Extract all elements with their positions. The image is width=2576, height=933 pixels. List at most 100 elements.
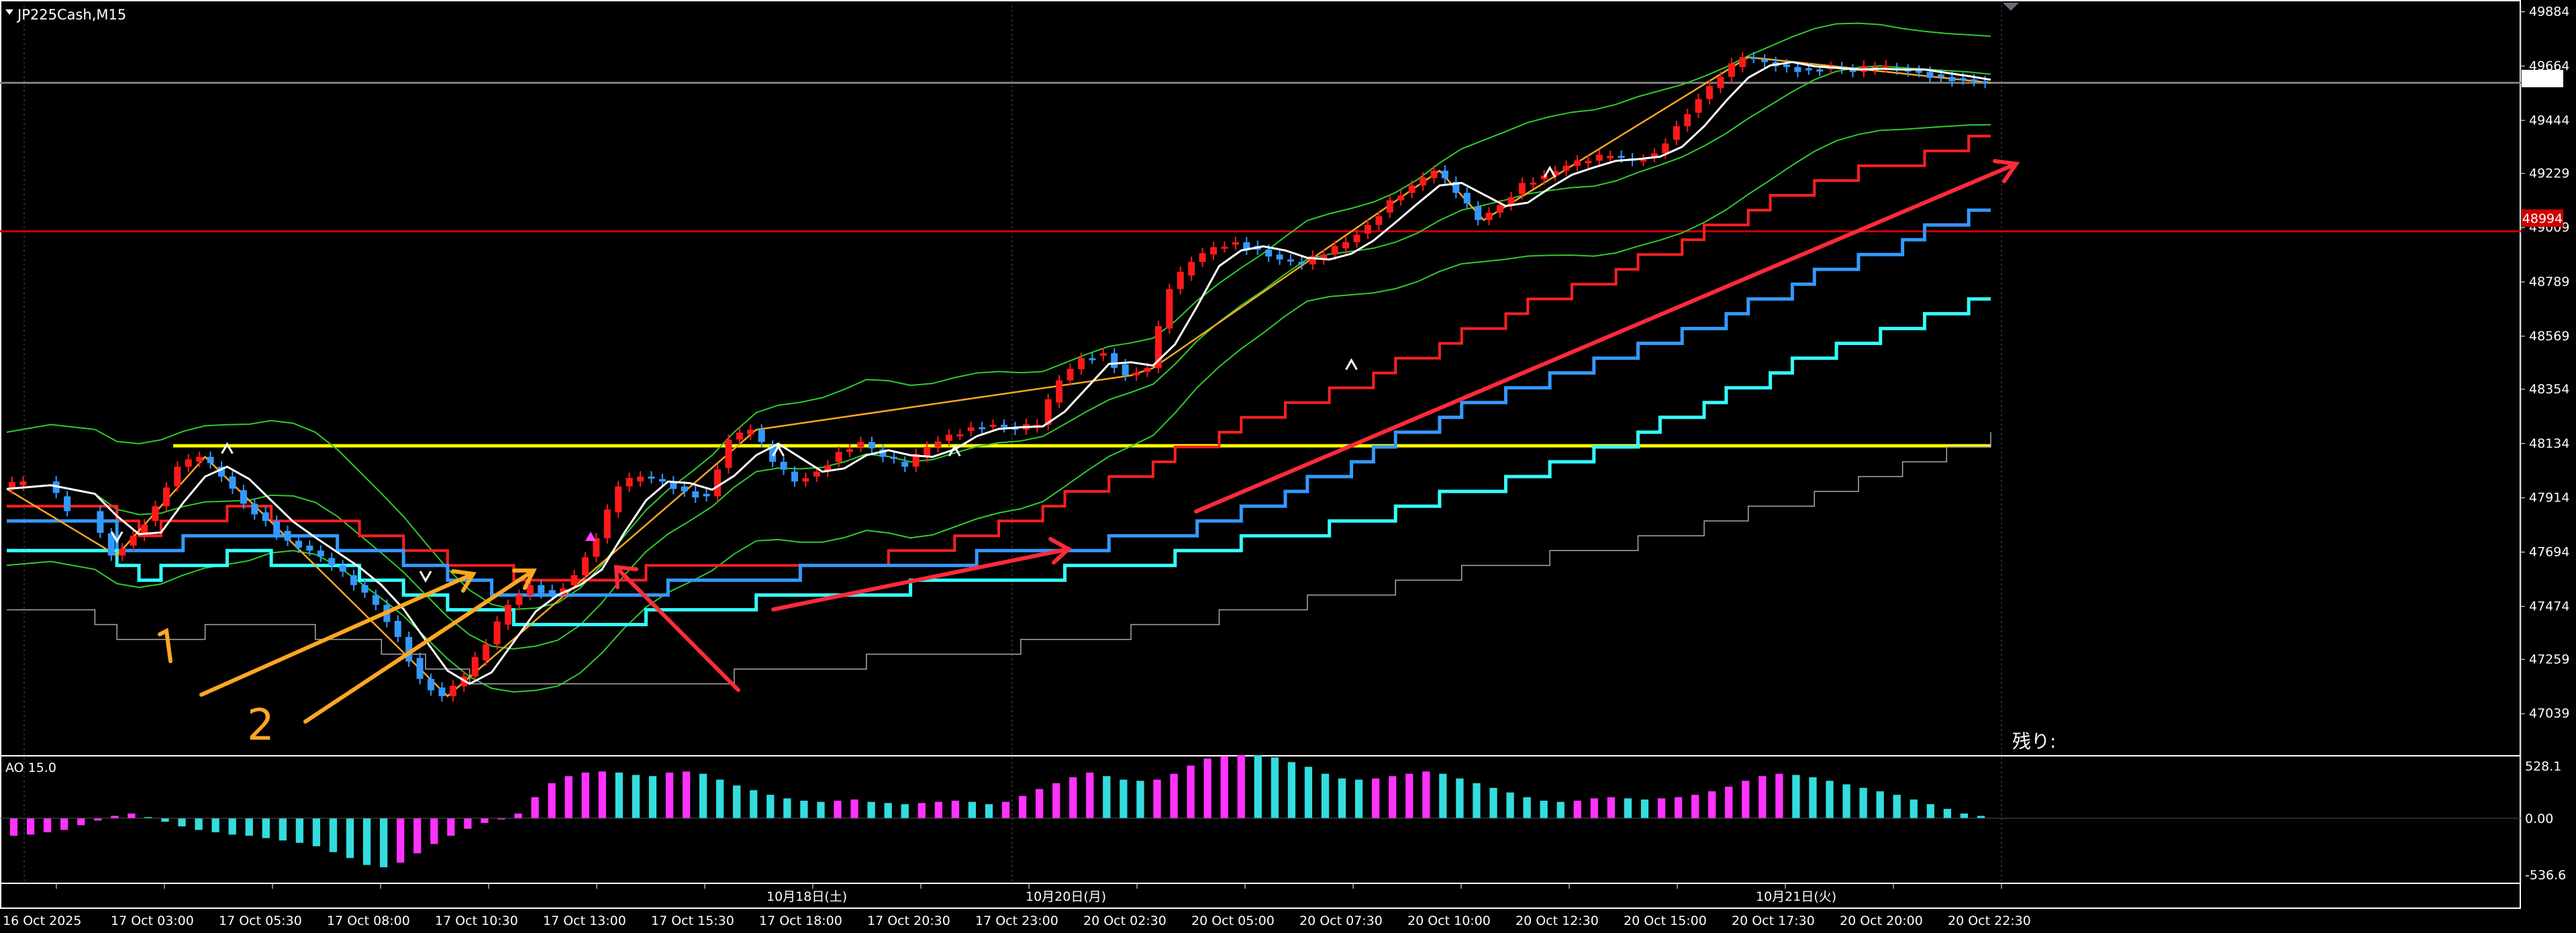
- candle-body: [1166, 289, 1173, 329]
- candle-body: [449, 685, 456, 697]
- red-arrow-long: [1194, 162, 2018, 513]
- candle-body: [1673, 126, 1680, 140]
- candle-body: [1959, 78, 1967, 81]
- time-tick-label: 17 Oct 15:30: [651, 914, 734, 928]
- zigzag-line: [6, 56, 1991, 697]
- candle-body: [1507, 197, 1515, 205]
- candle-body: [1331, 246, 1338, 255]
- day-separator-label: 10月18日(土): [766, 889, 847, 904]
- time-tick-label: 17 Oct 05:30: [219, 914, 302, 928]
- price-tick-label: 49884: [2529, 5, 2569, 19]
- candle-body: [1099, 353, 1107, 356]
- candle-body: [526, 585, 534, 595]
- arrow-down-icon: [419, 571, 432, 583]
- candle-body: [615, 486, 622, 513]
- candle-body: [1122, 364, 1129, 376]
- price-tick-label: 47914: [2529, 491, 2569, 505]
- candle-body: [879, 449, 887, 457]
- candle-body: [670, 481, 677, 489]
- remaining-label: 残り:: [2012, 730, 2056, 752]
- candle-body: [64, 496, 71, 511]
- candle-body: [1463, 193, 1471, 203]
- arrow-up-icon: [1345, 358, 1358, 371]
- annotation-label-1-glyph: [158, 628, 172, 663]
- candle-body: [196, 456, 203, 462]
- candle-body: [857, 442, 864, 447]
- time-tick-label: 20 Oct 22:30: [1948, 914, 2031, 928]
- arrow-up-icon: [948, 444, 961, 457]
- candle-body: [1849, 69, 1856, 72]
- price-tick-label: 48354: [2529, 382, 2569, 397]
- candle-body: [174, 466, 181, 487]
- red-arrow-long-head: [1993, 159, 2020, 183]
- candle-body: [1618, 156, 1625, 158]
- candle-body: [1728, 63, 1735, 77]
- red-arrow-up-left-head: [613, 564, 638, 589]
- candle-body: [394, 621, 401, 637]
- price-tick-label: 49444: [2529, 113, 2569, 128]
- candle-body: [658, 479, 666, 482]
- candle-body: [681, 486, 688, 492]
- ao-tick-zero: 0.00: [2525, 812, 2553, 826]
- candle-body: [1133, 373, 1140, 376]
- candle-body: [284, 530, 291, 541]
- price-tick-label: 48789: [2529, 275, 2569, 289]
- candle-body: [1067, 369, 1074, 381]
- candle-body: [350, 575, 358, 585]
- candle-body: [1420, 177, 1427, 186]
- candle-body: [581, 557, 589, 576]
- candle-body: [1540, 175, 1548, 180]
- candle-body: [703, 493, 710, 497]
- price-tick-label: 48569: [2529, 329, 2569, 344]
- candle-body: [1452, 181, 1460, 193]
- day-separator-label: 10月20日(月): [1026, 889, 1106, 904]
- price-tick-label: 47259: [2529, 652, 2569, 667]
- candle-body: [924, 446, 931, 457]
- price-tick-label: 48134: [2529, 436, 2569, 451]
- candle-body: [483, 644, 490, 660]
- time-tick-label: 17 Oct 20:30: [867, 914, 950, 928]
- candle-body: [1089, 358, 1096, 360]
- arrow-down-icon: [110, 531, 123, 544]
- arrow-up-icon: [772, 444, 785, 457]
- candle-body: [747, 430, 754, 435]
- ao-tick-top: 528.1: [2525, 759, 2561, 774]
- candle-body: [538, 585, 545, 593]
- candle-body: [1154, 326, 1162, 369]
- candle-body: [890, 456, 897, 459]
- candle-body: [251, 503, 258, 515]
- candle-body: [1210, 247, 1218, 255]
- day-separator-label: 10月21日(火): [1756, 889, 1836, 904]
- candle-body: [1552, 170, 1559, 176]
- time-tick-label: 17 Oct 10:30: [435, 914, 518, 928]
- candle-body: [626, 478, 633, 487]
- current-price-value: 49596: [2522, 72, 2563, 87]
- candle-body: [162, 487, 170, 507]
- chart-menu-icon[interactable]: [5, 9, 13, 15]
- candle-body: [185, 459, 192, 467]
- candle-body: [1265, 249, 1273, 257]
- time-tick-label: 20 Oct 05:00: [1191, 914, 1275, 928]
- fractal-arrows: [110, 165, 1556, 583]
- time-tick-label: 17 Oct 23:00: [975, 914, 1058, 928]
- time-tick-label: 20 Oct 17:30: [1732, 914, 1815, 928]
- candle-body: [901, 461, 909, 467]
- ao-label: AO 15.0: [5, 760, 56, 775]
- step-line-red: [7, 134, 1991, 582]
- candle-body: [1232, 242, 1239, 245]
- candle-body: [1518, 183, 1526, 195]
- indicator-lines: [6, 22, 1991, 697]
- price-axis: 4988449664494444922949009487894856948354…: [2521, 5, 2569, 721]
- candle-body: [1475, 206, 1482, 220]
- candle-body: [1408, 185, 1416, 193]
- price-tick-label: 47474: [2529, 599, 2569, 613]
- time-tick-label: 16 Oct 2025: [3, 914, 81, 928]
- bollinger-lower: [6, 124, 1991, 693]
- shift-marker-icon[interactable]: [2003, 3, 2019, 11]
- candle-body: [471, 656, 479, 677]
- candle-body: [1221, 246, 1228, 249]
- candle-body: [1971, 79, 1978, 82]
- candle-body: [736, 432, 743, 440]
- candle-body: [989, 424, 997, 427]
